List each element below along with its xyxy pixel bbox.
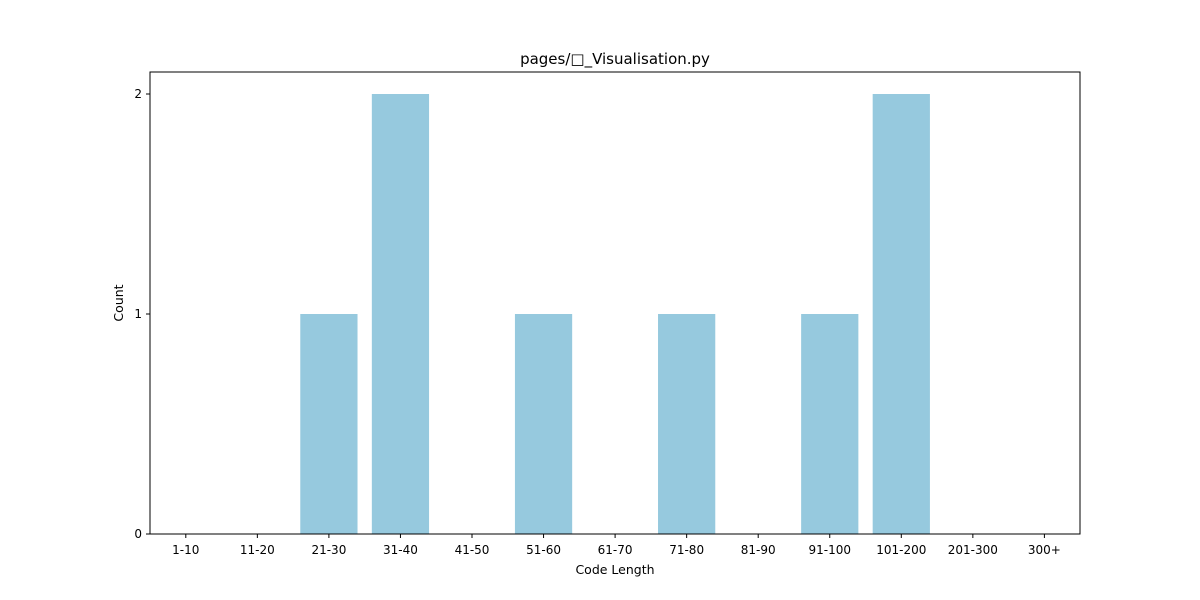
x-tick-label: 41-50: [455, 543, 490, 557]
plot-area-frame: [149, 71, 1081, 535]
x-tick-label: 61-70: [598, 543, 633, 557]
bar-101-200: [872, 94, 930, 534]
bar-21-30: [300, 314, 358, 534]
bar-31-40: [371, 94, 430, 534]
chart-title: pages/□_Visualisation.py: [520, 50, 710, 69]
y-tick-label: 0: [134, 527, 142, 541]
x-tick-label: 51-60: [526, 543, 561, 557]
bar-71-80: [658, 314, 716, 534]
y-axis-ticks: 0 1 2: [134, 87, 150, 541]
x-tick-label: 300+: [1028, 543, 1061, 557]
y-tick-label: 2: [134, 87, 142, 101]
x-tick-label: 1-10: [172, 543, 199, 557]
x-tick-label: 71-80: [669, 543, 704, 557]
bar-91-100: [801, 314, 859, 534]
y-tick-label: 1: [134, 307, 142, 321]
x-tick-label: 81-90: [741, 543, 776, 557]
y-axis-label: Count: [111, 284, 126, 321]
x-tick-label: 11-20: [240, 543, 275, 557]
bar-51-60: [514, 314, 573, 534]
x-tick-label: 101-200: [876, 543, 926, 557]
bars-group: [300, 94, 930, 534]
x-tick-label: 201-300: [948, 543, 998, 557]
x-tick-label: 31-40: [383, 543, 418, 557]
x-axis-ticks: 1-10 11-20 21-30 31-40 41-50 51-60 61-70 71-80 8…: [172, 534, 1061, 557]
x-tick-label: 21-30: [311, 543, 346, 557]
x-tick-label: 91-100: [808, 543, 851, 557]
x-axis-label: Code Length: [575, 562, 654, 577]
